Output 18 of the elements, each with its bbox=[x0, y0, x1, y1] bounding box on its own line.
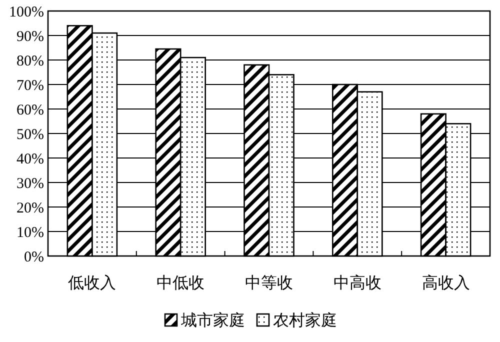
x-tick-label: 高收入 bbox=[422, 274, 470, 292]
y-tick-label: 40% bbox=[16, 151, 44, 168]
y-tick-label: 10% bbox=[16, 224, 44, 241]
x-tick-label: 中低收 bbox=[156, 274, 205, 292]
y-tick-label: 80% bbox=[16, 53, 44, 70]
y-tick-label: 20% bbox=[16, 200, 44, 216]
x-tick-label: 中等收 bbox=[245, 274, 293, 292]
y-tick-label: 100% bbox=[9, 4, 44, 20]
x-tick-label: 低收入 bbox=[68, 274, 116, 292]
y-tick-label: 90% bbox=[16, 28, 44, 45]
y-tick-label: 30% bbox=[16, 176, 44, 192]
y-tick-label: 50% bbox=[16, 126, 44, 143]
y-tick-label: 0% bbox=[24, 249, 44, 266]
x-tick-label: 中高收 bbox=[333, 274, 382, 292]
legend-label: 农村家庭 bbox=[273, 312, 337, 330]
legend-label: 城市家庭 bbox=[180, 312, 245, 330]
y-tick-label: 60% bbox=[16, 102, 44, 118]
y-tick-label: 70% bbox=[16, 78, 44, 94]
